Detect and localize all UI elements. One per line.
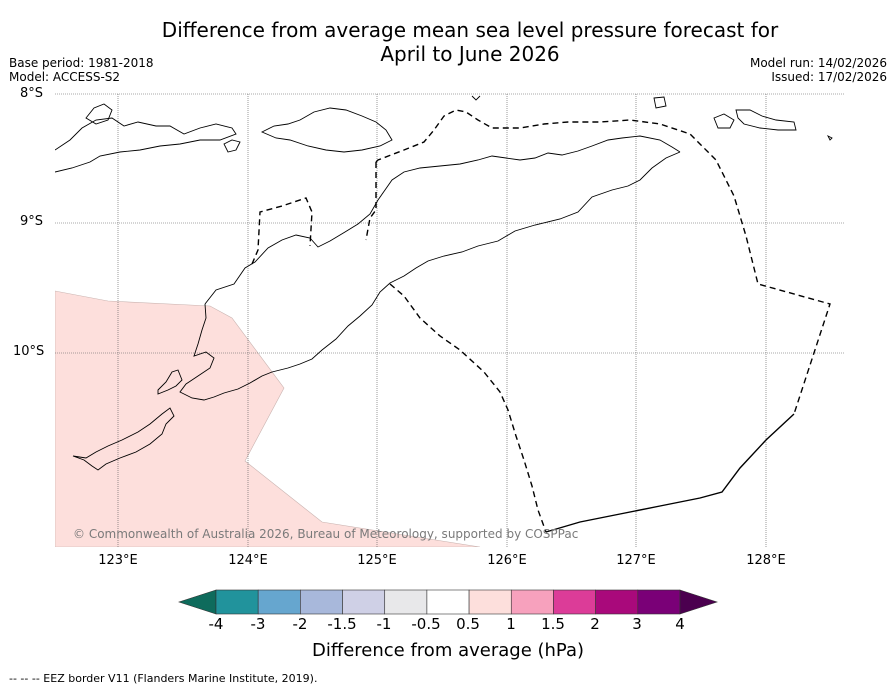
colorbar-tick: -1.5 (327, 615, 357, 633)
island-east-4 (826, 134, 833, 141)
colorbar-segment (342, 589, 386, 615)
lat-label-8s: 8°S (20, 86, 44, 101)
lon-label-124e: 124°E (228, 553, 268, 568)
issued-date: Issued: 17/02/2026 (771, 70, 887, 84)
colorbar-extend-high (679, 589, 718, 615)
chart-title: Difference from average mean sea level p… (100, 18, 840, 66)
colorbar-extend-low (178, 589, 217, 615)
model-run: Model run: 14/02/2026 (749, 56, 887, 70)
title-line-1: Difference from average mean sea level p… (161, 18, 779, 42)
lon-label-127e: 127°E (616, 553, 656, 568)
timor-south-coast (179, 151, 681, 401)
alor-islands (55, 117, 237, 173)
colorbar-tick: 3 (632, 615, 642, 633)
colorbar-segment (595, 589, 639, 615)
lon-label-125e: 125°E (357, 553, 397, 568)
eez-border-oecusse (251, 197, 313, 265)
colorbar-segment (468, 589, 512, 615)
coastlines (55, 95, 833, 471)
island-east-2 (713, 113, 735, 129)
eez-footnote: -- -- -- EEZ border V11 (Flanders Marine… (9, 672, 318, 685)
lon-label-128e: 128°E (746, 553, 786, 568)
eez-border-south (389, 283, 547, 533)
colorbar-segment (384, 589, 428, 615)
lat-label-10s: 10°S (13, 344, 45, 359)
colorbar-tick: 0.5 (456, 615, 480, 633)
colorbar-tick: -3 (250, 615, 266, 633)
lon-label-126e: 126°E (487, 553, 527, 568)
anomaly-region (55, 290, 481, 547)
lat-label-9s: 9°S (20, 214, 44, 229)
copyright-notice: © Commonwealth of Australia 2026, Bureau… (73, 527, 579, 541)
small-island-nw (85, 103, 113, 125)
colorbar-label: Difference from average (hPa) (311, 640, 585, 661)
meta-left: Base period: 1981-2018 Model: ACCESS-S2 (9, 56, 154, 84)
lon-label-123e: 123°E (98, 553, 138, 568)
eez-borders (251, 109, 831, 533)
atauro-island (223, 139, 241, 153)
colorbar-segment (637, 589, 681, 615)
colorbar-tick: -0.5 (411, 615, 441, 633)
island-north-1 (471, 95, 481, 101)
title-line-2: April to June 2026 (380, 42, 560, 66)
eez-border-timor-leste-main (375, 109, 831, 415)
wetar-island (260, 107, 393, 153)
colorbar-segment (510, 589, 554, 615)
colorbar-tick: 1.5 (541, 615, 565, 633)
eez-border-west (365, 162, 377, 241)
colorbar-tick: -1 (376, 615, 392, 633)
colorbar-tick: -2 (292, 615, 308, 633)
rote-island (157, 369, 183, 395)
model-name: Model: ACCESS-S2 (9, 70, 121, 84)
meta-right: Model run: 14/02/2026 Issued: 17/02/2026 (750, 56, 887, 84)
colorbar-tick: 2 (590, 615, 600, 633)
colorbar-segment (257, 589, 301, 615)
colorbar-segment (215, 589, 259, 615)
colorbar (178, 589, 718, 615)
sawu-island (72, 407, 175, 471)
colorbar-segment (300, 589, 343, 615)
colorbar-tick: -4 (208, 615, 224, 633)
base-period: Base period: 1981-2018 (9, 56, 154, 70)
eez-border-east-solid (545, 413, 795, 533)
island-east-1 (653, 96, 667, 109)
island-east-3 (735, 109, 797, 131)
colorbar-tick: 4 (675, 615, 685, 633)
colorbar-segment (553, 589, 596, 615)
colorbar-tick: 1 (506, 615, 516, 633)
timor-north-coast (204, 135, 681, 305)
colorbar-segment (426, 589, 470, 615)
gridlines (55, 93, 844, 547)
